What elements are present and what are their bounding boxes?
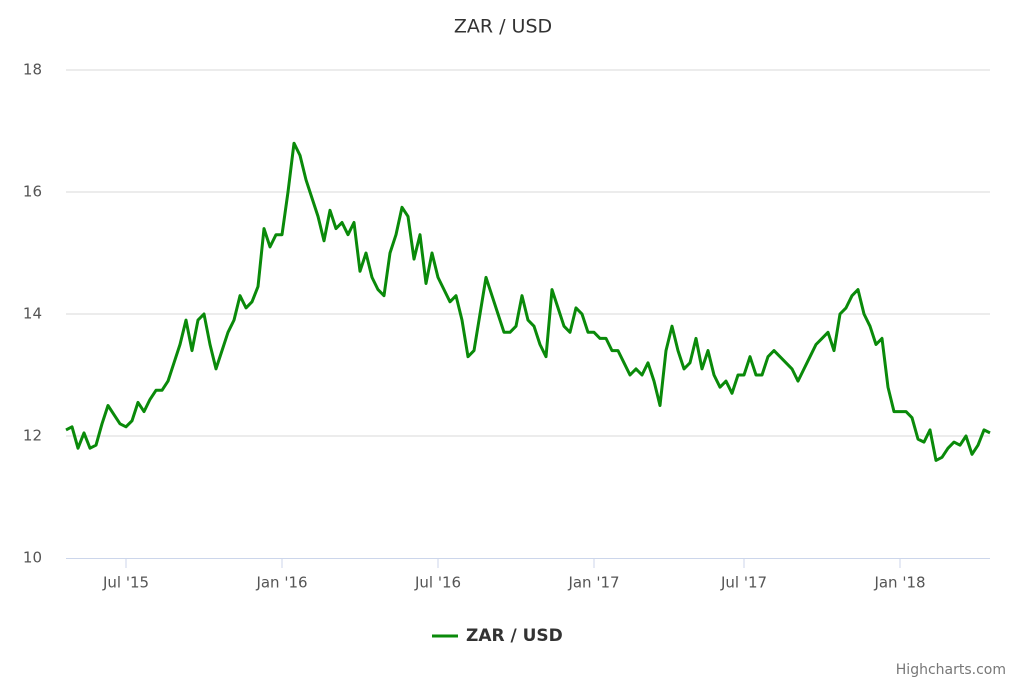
legend-label: ZAR / USD — [466, 626, 563, 646]
x-tick-label: Jan '18 — [873, 574, 925, 592]
y-tick-label: 12 — [23, 427, 42, 445]
line-series — [65, 141, 991, 462]
y-tick-label: 14 — [23, 305, 42, 323]
y-tick-label: 16 — [23, 183, 42, 201]
x-tick-label: Jul '17 — [720, 574, 767, 592]
x-tick-label: Jan '17 — [567, 574, 619, 592]
x-tick-label: Jul '16 — [414, 574, 461, 592]
x-tick-label: Jan '16 — [255, 574, 307, 592]
credits[interactable]: Highcharts.com — [896, 662, 1006, 678]
y-tick-label: 10 — [23, 549, 42, 567]
chart-title: ZAR / USD — [454, 16, 552, 38]
x-tick-label: Jul '15 — [102, 574, 149, 592]
y-tick-label: 18 — [23, 61, 42, 79]
